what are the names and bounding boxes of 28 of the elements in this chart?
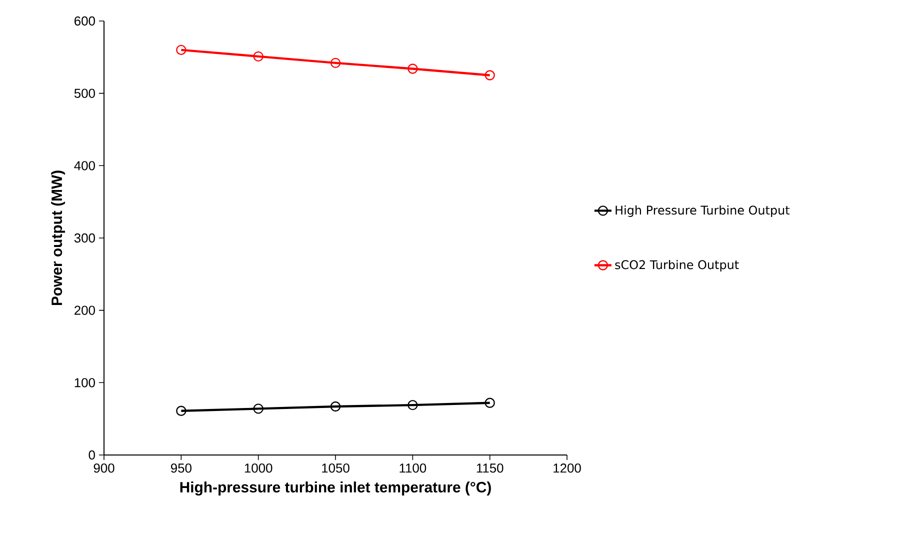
point: [408, 64, 418, 74]
point: [253, 404, 264, 414]
point: [484, 70, 495, 80]
y-tick-label: 300: [74, 233, 95, 243]
y-tick-label: 600: [74, 16, 95, 26]
y-tick-label: 200: [74, 306, 95, 315]
point: [176, 44, 186, 56]
point: [484, 398, 495, 408]
x-tick-label: 950: [170, 464, 192, 473]
point: [408, 400, 418, 410]
y-tick-label: 100: [74, 378, 95, 388]
point: [330, 58, 341, 68]
point: [253, 51, 264, 62]
x-tick-label: 1000: [244, 464, 272, 473]
x-tick-label: 1050: [322, 464, 350, 473]
x-tick-label: 1150: [476, 464, 504, 473]
point: [176, 406, 186, 416]
y-axis-title: Power output (MW): [51, 170, 66, 306]
y-tick-label: 400: [74, 161, 95, 170]
y-tick-label: 500: [74, 88, 95, 98]
point: [330, 401, 341, 412]
y-tick-label: 0: [88, 450, 95, 460]
legend-label: High Pressure Turbine Output: [616, 205, 790, 217]
legend-label: sCO2 Turbine Output: [615, 260, 739, 272]
x-tick-label: 1100: [400, 464, 426, 473]
x-axis-title: High-pressure turbine inlet temperature (°C): [180, 482, 491, 496]
x-tick-label: 900: [94, 464, 114, 473]
x-tick-label: 1200: [554, 464, 581, 473]
